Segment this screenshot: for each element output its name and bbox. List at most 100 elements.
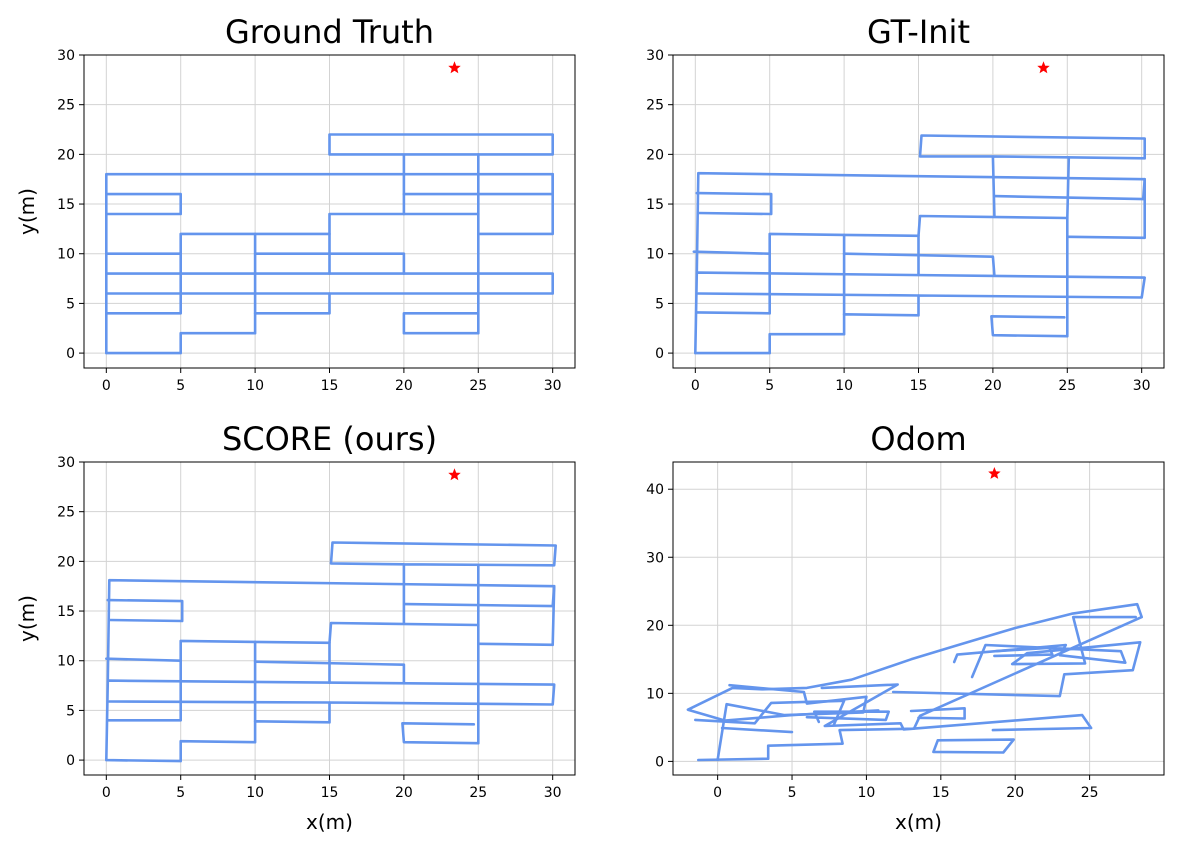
trajectory-line (253, 252, 406, 275)
y-tick-label: 20 (57, 554, 75, 570)
trajectory-line (328, 133, 554, 216)
y-tick-label: 0 (66, 346, 75, 362)
trajectory-line (842, 252, 996, 277)
trajectory-line (402, 172, 554, 196)
trajectory-line (686, 602, 1143, 762)
trajectory-line (695, 232, 846, 316)
chart-title: GT-Init (867, 13, 970, 51)
y-tick-label: 30 (57, 455, 75, 471)
subplot-3: 0 5 10 15 20 25 30 0 5 10 15 20 25 30 SCORE (ours) x(m)… (15, 420, 576, 834)
x-tick-label: 25 (1081, 785, 1099, 801)
x-tick-label: 20 (395, 785, 413, 801)
y-tick-label: 20 (646, 618, 664, 634)
y-tick-label: 30 (57, 48, 75, 64)
trajectory-line (328, 621, 480, 745)
x-tick-label: 25 (469, 378, 487, 394)
y-axis-label: y(m) (15, 188, 39, 235)
subplot-2: 0 5 10 15 20 25 30 0 5 10 15 20 25 30 GT-Init (646, 13, 1165, 394)
trajectory-line (106, 639, 257, 723)
y-tick-label: 0 (655, 346, 664, 362)
subplot-4: 0 5 10 15 20 25 0 10 20 30 40 Odom x(m) (646, 420, 1165, 834)
x-tick-label: 5 (176, 378, 185, 394)
x-tick-label: 15 (321, 378, 339, 394)
y-tick-label: 10 (646, 686, 664, 702)
y-tick-label: 25 (57, 98, 75, 114)
x-tick-label: 0 (102, 785, 111, 801)
x-tick-label: 30 (1133, 378, 1151, 394)
x-axis-label: x(m) (306, 810, 353, 834)
trajectory-line (820, 683, 1093, 732)
y-tick-label: 10 (57, 654, 75, 670)
y-tick-label: 40 (646, 482, 664, 498)
y-tick-label: 15 (57, 197, 75, 213)
x-tick-label: 30 (544, 378, 562, 394)
y-tick-label: 0 (66, 753, 75, 769)
trajectory-line (918, 134, 1146, 218)
x-tick-label: 20 (984, 378, 1002, 394)
trajectory-line (952, 643, 1127, 679)
y-tick-label: 30 (646, 550, 664, 566)
x-tick-label: 5 (765, 378, 774, 394)
star-marker (1037, 61, 1050, 74)
trajectory-line (993, 177, 1146, 201)
x-tick-label: 20 (1006, 785, 1024, 801)
chart-title: Odom (870, 420, 966, 458)
chart-title: SCORE (ours) (222, 420, 437, 458)
x-tick-label: 15 (932, 785, 950, 801)
trajectory-line (1066, 156, 1071, 220)
trajectory-group (686, 602, 1143, 762)
y-tick-label: 0 (655, 754, 664, 770)
x-axis-label: x(m) (895, 810, 942, 834)
x-tick-label: 15 (321, 785, 339, 801)
x-tick-label: 15 (910, 378, 928, 394)
x-tick-label: 0 (102, 378, 111, 394)
trajectory-line (917, 214, 1069, 338)
trajectory-line (993, 646, 1054, 658)
y-tick-label: 20 (646, 147, 664, 163)
x-tick-label: 0 (713, 785, 722, 801)
trajectory-line (105, 657, 182, 662)
trajectory-line (253, 660, 406, 684)
x-tick-label: 5 (788, 785, 797, 801)
y-tick-label: 10 (57, 247, 75, 263)
trajectory-line (720, 726, 794, 734)
x-tick-label: 0 (691, 378, 700, 394)
trajectory-group (692, 134, 1146, 355)
trajectory-line (328, 212, 480, 335)
trajectory-line (106, 598, 184, 623)
chart-title: Ground Truth (225, 13, 434, 51)
x-tick-label: 10 (246, 378, 264, 394)
y-tick-label: 15 (646, 197, 664, 213)
trajectory-line (909, 707, 966, 720)
trajectory-line (694, 699, 846, 727)
trajectory-line (105, 679, 556, 763)
y-axis-label: y(m) (15, 595, 39, 642)
trajectory-line (697, 292, 920, 297)
trajectory-line (105, 232, 257, 315)
y-tick-label: 25 (57, 505, 75, 521)
x-tick-label: 5 (176, 785, 185, 801)
trajectory-group (105, 541, 557, 763)
axes-frame (672, 461, 1165, 776)
trajectory-line (105, 192, 182, 216)
star-marker (988, 467, 1001, 479)
trajectory-line (692, 250, 771, 255)
trajectory-line (108, 700, 331, 704)
star-marker (448, 61, 461, 74)
x-tick-label: 10 (246, 785, 264, 801)
trajectory-line (329, 541, 557, 625)
y-tick-label: 5 (66, 703, 75, 719)
y-tick-label: 30 (646, 48, 664, 64)
y-tick-label: 5 (66, 296, 75, 312)
x-tick-label: 10 (835, 378, 853, 394)
subplot-1: 0 5 10 15 20 25 30 0 5 10 15 20 25 30 Ground Truth y(m) (15, 13, 576, 394)
trajectory-line (695, 191, 773, 216)
trajectory-line (404, 584, 556, 608)
x-tick-label: 30 (544, 785, 562, 801)
trajectory-line (932, 738, 1015, 754)
y-tick-label: 5 (655, 296, 664, 312)
star-marker (448, 468, 461, 481)
x-tick-label: 20 (395, 378, 413, 394)
